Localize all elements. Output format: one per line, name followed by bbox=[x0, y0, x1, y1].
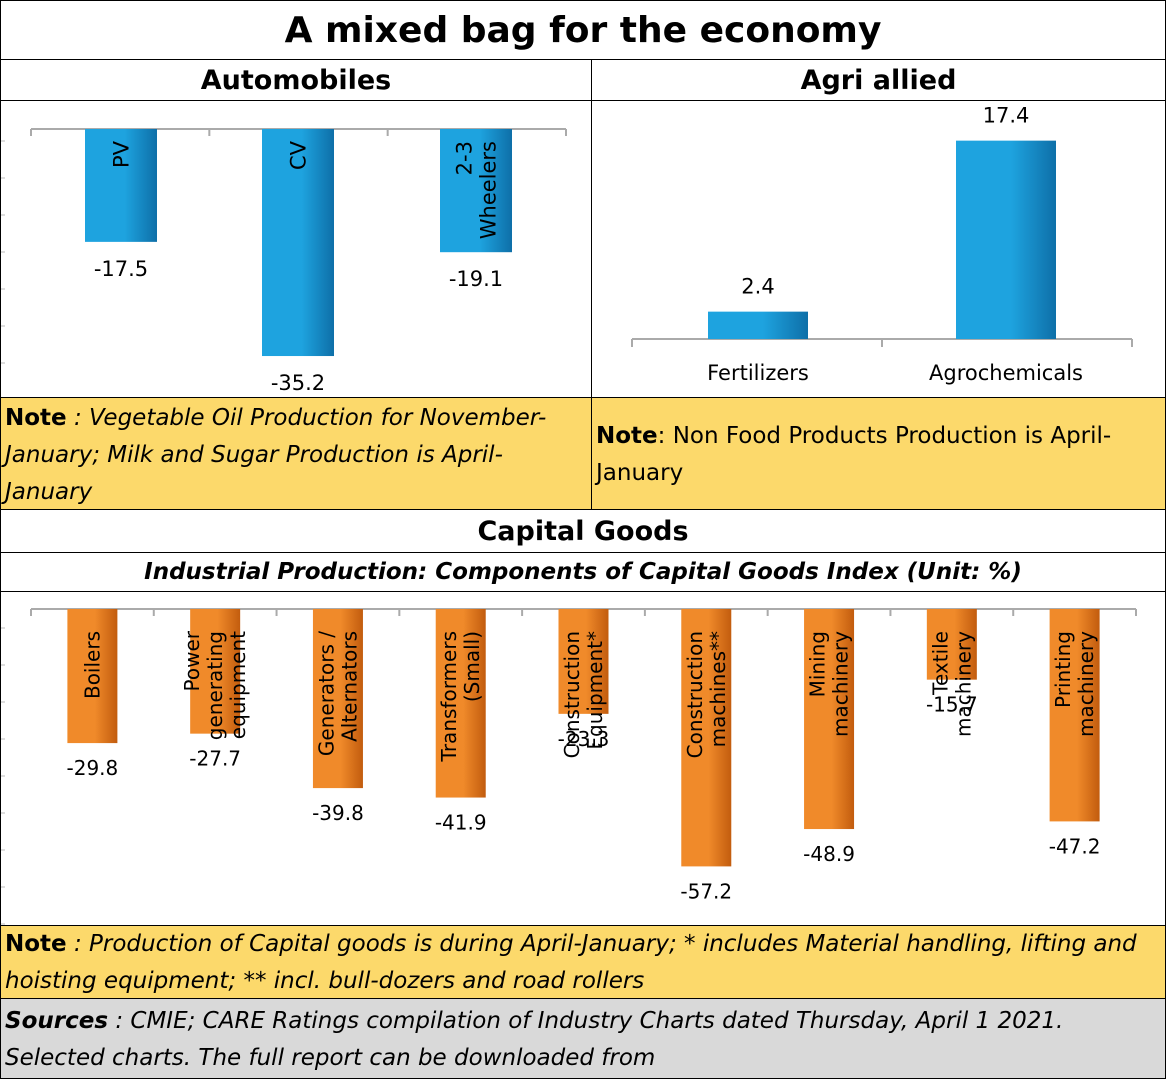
agri-header: Agri allied bbox=[591, 59, 1166, 101]
capital-goods-chart: -29.8 Boilers -27.7 Powergeneratingequipmen… bbox=[1, 608, 1137, 925]
sources-note: Sources : CMIE; CARE Ratings compilation… bbox=[0, 998, 1166, 1079]
bar bbox=[956, 140, 1056, 339]
note-text: : Non Food Products Production is April-… bbox=[596, 423, 1112, 486]
bar bbox=[926, 609, 977, 680]
data-label: -47.2 bbox=[1049, 834, 1101, 858]
bar bbox=[85, 129, 157, 242]
data-label: -23.3 bbox=[558, 727, 610, 751]
data-label: 17.4 bbox=[983, 104, 1030, 128]
automobiles-header: Automobiles bbox=[0, 59, 592, 101]
bar bbox=[558, 609, 609, 714]
category-label: Transformers(Small) bbox=[437, 631, 484, 762]
bar bbox=[67, 609, 118, 744]
category-label: Textilemachinery bbox=[928, 631, 975, 737]
note-label: Note bbox=[596, 423, 658, 449]
data-label: -17.5 bbox=[94, 257, 148, 281]
data-label: 2.4 bbox=[741, 275, 774, 299]
bar bbox=[440, 129, 512, 253]
automobiles-chart-panel: -17.5 PV -35.2 CV -19.1 2-3Wheelers bbox=[0, 100, 592, 401]
sources-label: Sources bbox=[5, 1008, 109, 1034]
bar bbox=[190, 609, 241, 734]
note-label: Note bbox=[5, 931, 67, 957]
bar bbox=[435, 609, 486, 798]
data-label: -39.8 bbox=[312, 801, 364, 825]
capital-goods-header: Capital Goods bbox=[0, 509, 1166, 553]
agri-chart-panel: 2.4 Fertilizers 17.4 Agrochemicals bbox=[591, 100, 1166, 398]
note-text: : Production of Capital goods is during … bbox=[5, 931, 1137, 994]
data-label: -19.1 bbox=[449, 267, 503, 291]
category-label: PV bbox=[109, 140, 133, 168]
agri-note: Note: Non Food Products Production is Ap… bbox=[591, 397, 1166, 510]
data-label: -48.9 bbox=[803, 842, 855, 866]
bar bbox=[1049, 609, 1100, 822]
automobiles-chart: -17.5 PV -35.2 CV -19.1 2-3Wheelers bbox=[1, 128, 567, 401]
data-label: -41.9 bbox=[435, 811, 487, 835]
page-title: A mixed bag for the economy bbox=[0, 0, 1166, 60]
capital-note: Note : Production of Capital goods is du… bbox=[0, 925, 1166, 999]
category-label: 2-3Wheelers bbox=[452, 141, 500, 239]
sources-text: : CMIE; CARE Ratings compilation of Indu… bbox=[5, 1008, 1064, 1071]
category-label: Constructionmachines** bbox=[683, 631, 730, 758]
category-label: Boilers bbox=[80, 631, 104, 699]
category-label: CV bbox=[286, 140, 310, 170]
category-label: Printingmachinery bbox=[1051, 631, 1098, 737]
bar bbox=[312, 609, 363, 789]
category-label: Fertilizers bbox=[707, 361, 809, 385]
category-label: Miningmachinery bbox=[806, 631, 853, 737]
capital-chart-panel: -29.8 Boilers -27.7 Powergeneratingequipmen… bbox=[0, 591, 1166, 926]
bar bbox=[262, 129, 334, 357]
bar bbox=[681, 609, 732, 867]
data-label: -27.7 bbox=[189, 747, 241, 771]
note-text: : Vegetable Oil Production for November-… bbox=[5, 405, 547, 505]
note-label: Note bbox=[5, 405, 67, 431]
data-label: -57.2 bbox=[680, 879, 732, 903]
capital-goods-subtitle: Industrial Production: Components of Cap… bbox=[0, 552, 1166, 592]
bar bbox=[804, 609, 855, 830]
category-label: Powergeneratingequipment bbox=[180, 630, 250, 740]
bar bbox=[708, 311, 808, 339]
category-label: Generators /Alternators bbox=[314, 631, 361, 756]
category-label: Agrochemicals bbox=[929, 361, 1083, 385]
category-label: ConstructionEquipment* bbox=[560, 631, 607, 758]
data-label: -15.7 bbox=[926, 693, 978, 717]
data-label: -35.2 bbox=[271, 371, 325, 395]
data-label: -29.8 bbox=[67, 756, 119, 780]
agri-chart: 2.4 Fertilizers 17.4 Agrochemicals bbox=[631, 104, 1133, 385]
automobiles-note: Note : Vegetable Oil Production for Nove… bbox=[0, 397, 592, 510]
